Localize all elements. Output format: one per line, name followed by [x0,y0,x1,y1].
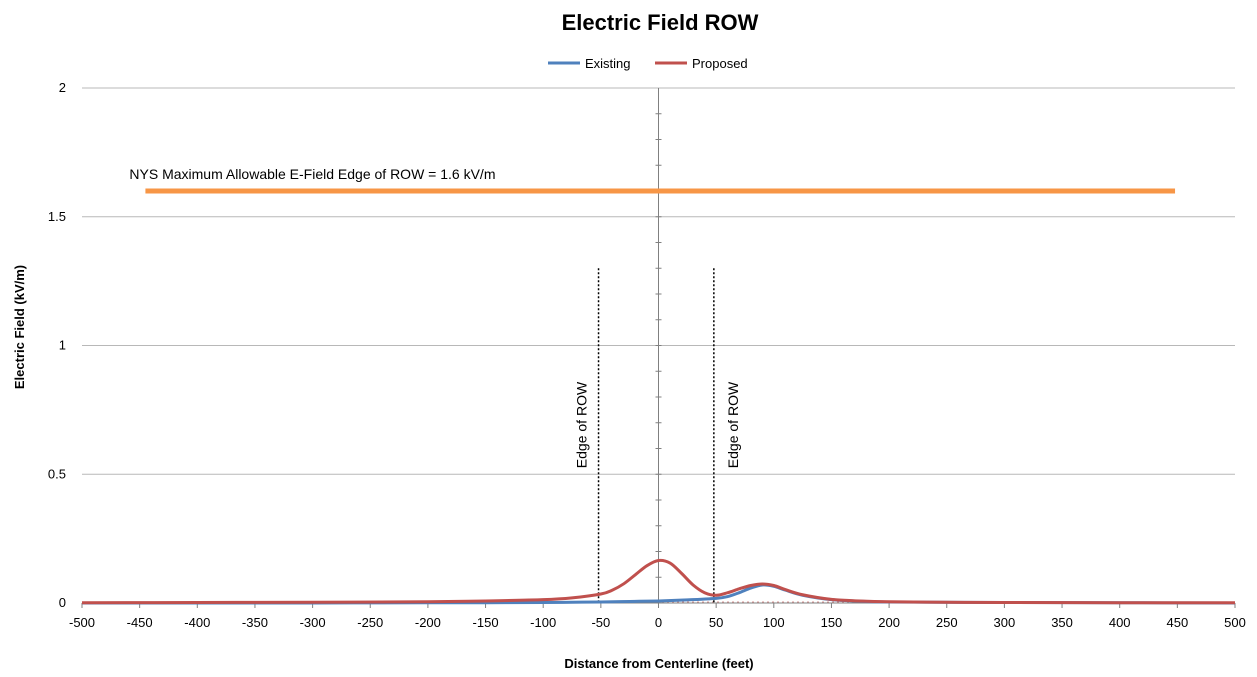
legend-label-proposed: Proposed [692,56,748,71]
x-tick-label: -150 [473,615,499,630]
x-tick-label: -350 [242,615,268,630]
x-tick-label: 200 [878,615,900,630]
x-tick-label: -250 [357,615,383,630]
x-tick-labels: -500 -450 -400 -350 -300 -250 -200 -150 -100 -50 0… [69,615,1246,630]
y-tick-label: 0 [59,595,66,610]
x-tick-label: 150 [821,615,843,630]
x-tick-label: 50 [709,615,723,630]
edge-of-row-label-right: Edge of ROW [725,381,741,468]
x-tick-label: 350 [1051,615,1073,630]
x-tick-label: -200 [415,615,441,630]
x-axis-title: Distance from Centerline (feet) [564,656,753,671]
reference-line-label: NYS Maximum Allowable E-Field Edge of RO… [129,166,495,182]
y-axis-title: Electric Field (kV/m) [12,265,27,389]
y-tick-labels: 0 0.5 1 1.5 2 [48,80,66,610]
edge-of-row-label-left: Edge of ROW [574,381,590,468]
series-line-proposed [81,558,1236,605]
x-tick-label: -450 [127,615,153,630]
x-tick-label: 400 [1109,615,1131,630]
x-tick-label: -50 [591,615,610,630]
x-tick-label: 300 [994,615,1016,630]
y-tick-label: 1 [59,338,66,353]
x-tick-label: 0 [655,615,662,630]
y-tick-label: 2 [59,80,66,95]
x-tick-label: -400 [184,615,210,630]
x-tick-label: -500 [69,615,95,630]
x-tick-label: 250 [936,615,958,630]
y-tick-label: 0.5 [48,466,66,481]
x-tick-label: 100 [763,615,785,630]
legend: Existing Proposed [548,56,748,71]
x-tick-label: 500 [1224,615,1246,630]
x-tick-label: 450 [1166,615,1188,630]
chart-title: Electric Field ROW [562,10,759,35]
legend-label-existing: Existing [585,56,631,71]
edge-of-row-group: Edge of ROW Edge of ROW [574,268,741,603]
reference-line-group: NYS Maximum Allowable E-Field Edge of RO… [129,166,1176,194]
data-series [81,558,1236,605]
x-tick-label: -100 [530,615,556,630]
y-tick-label: 1.5 [48,209,66,224]
x-tick-label: -300 [300,615,326,630]
